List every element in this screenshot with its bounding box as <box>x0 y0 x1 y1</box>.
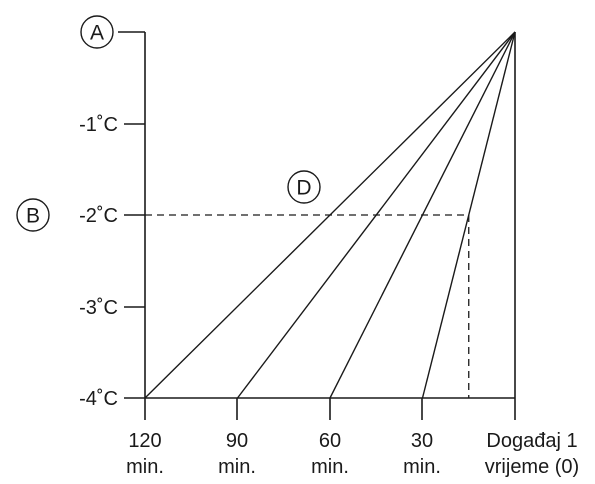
marker-a-label: A <box>90 22 104 45</box>
marker-b: B <box>16 198 50 232</box>
x-tick-label-5-top: Događaj 1 <box>486 430 577 452</box>
y-tick-label-2: -2˚C <box>79 205 118 227</box>
marker-a: A <box>80 15 114 49</box>
x-tick-label-1-top: 120 <box>128 430 161 452</box>
marker-d-label: D <box>296 177 311 200</box>
x-tick-label-2-top: 90 <box>226 430 248 452</box>
x-tick-label-4-bottom: min. <box>403 456 441 478</box>
y-tick-label-4: -4˚C <box>79 388 118 410</box>
x-tick-label-1-bottom: min. <box>126 456 164 478</box>
marker-d-circle <box>287 170 321 204</box>
y-tick-label-1: -1˚C <box>79 114 118 136</box>
x-tick-label-3-top: 60 <box>319 430 341 452</box>
marker-b-label: B <box>26 205 40 228</box>
x-tick-label-3-bottom: min. <box>311 456 349 478</box>
y-tick-label-3: -3˚C <box>79 297 118 319</box>
marker-d: D <box>287 170 321 204</box>
x-tick-label-4-top: 30 <box>411 430 433 452</box>
x-tick-label-5-bottom: vrijeme (0) <box>485 456 579 478</box>
marker-a-circle <box>80 15 114 49</box>
x-tick-label-2-bottom: min. <box>218 456 256 478</box>
marker-b-circle <box>16 198 50 232</box>
